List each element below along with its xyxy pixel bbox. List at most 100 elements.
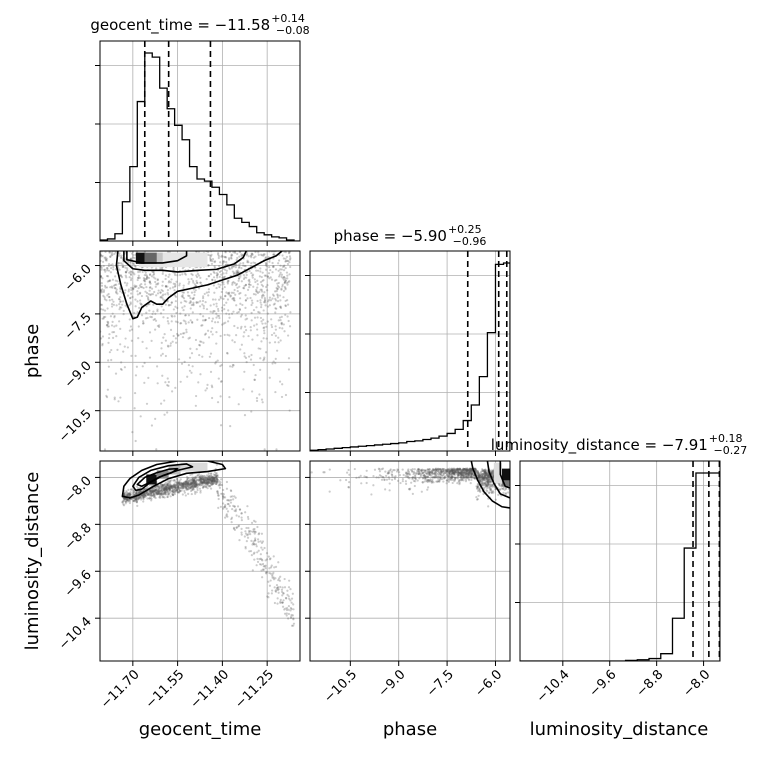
sample-point: [456, 468, 459, 471]
sample-point: [181, 273, 184, 276]
sample-point: [174, 484, 177, 487]
sample-point: [215, 316, 218, 319]
sample-point: [398, 471, 401, 474]
sample-point: [118, 268, 121, 271]
sample-point: [192, 478, 196, 481]
sample-point: [145, 311, 148, 314]
sample-point: [166, 377, 169, 380]
sample-point: [144, 492, 147, 495]
sample-point: [464, 469, 467, 472]
sample-point: [404, 471, 408, 474]
contour-outer: [121, 461, 227, 499]
sample-point: [477, 477, 481, 480]
sample-point: [473, 474, 476, 477]
sample-point: [116, 348, 119, 351]
sample-point: [180, 362, 184, 365]
sample-point: [264, 257, 267, 260]
sample-point: [211, 479, 214, 482]
sample-point: [491, 475, 495, 478]
sample-point: [251, 253, 254, 256]
sample-point: [276, 349, 279, 352]
sample-point: [203, 474, 206, 478]
sample-point: [501, 487, 505, 490]
sample-point: [179, 322, 183, 325]
sample-point: [143, 494, 146, 497]
sample-point: [426, 475, 429, 478]
sample-point: [292, 622, 296, 625]
sample-point: [230, 257, 233, 260]
sample-point: [240, 516, 243, 519]
sample-point: [483, 469, 486, 472]
sample-point: [212, 478, 216, 481]
sample-point: [435, 472, 438, 475]
sample-point: [113, 252, 116, 256]
sample-point: [477, 475, 481, 478]
sample-point: [456, 470, 460, 474]
sample-point: [238, 307, 241, 311]
sample-point: [105, 259, 108, 262]
sample-point: [170, 301, 173, 304]
sample-point: [206, 478, 209, 481]
sample-point: [491, 483, 495, 486]
sample-point: [175, 332, 179, 336]
sample-point: [254, 280, 257, 284]
sample-point: [193, 481, 196, 484]
sample-point: [468, 478, 471, 482]
sample-point: [233, 324, 236, 328]
sample-point: [289, 609, 292, 612]
sample-point: [226, 333, 229, 336]
sample-point: [285, 271, 289, 274]
sample-point: [290, 601, 293, 604]
sample-point: [139, 299, 142, 302]
sample-point: [434, 468, 437, 472]
contour-inner: [136, 467, 179, 488]
sample-point: [152, 303, 155, 306]
sample-point: [268, 260, 271, 263]
sample-point: [181, 295, 184, 299]
sample-point: [263, 299, 267, 302]
sample-point: [176, 490, 179, 494]
sample-point: [234, 510, 237, 513]
sample-point: [211, 317, 214, 320]
sample-point: [469, 470, 473, 473]
sample-point: [265, 265, 268, 268]
sample-point: [220, 290, 223, 294]
sample-point: [476, 486, 480, 489]
sample-point: [112, 300, 115, 303]
sample-point: [155, 283, 158, 286]
sample-point: [174, 487, 177, 490]
sample-point: [175, 487, 178, 490]
sample-point: [210, 479, 213, 482]
sample-point: [481, 469, 484, 473]
sample-point: [244, 511, 247, 514]
sample-point: [385, 474, 388, 477]
sample-point: [262, 309, 265, 312]
sample-point: [452, 472, 456, 476]
sample-point: [245, 276, 248, 279]
sample-point: [101, 344, 104, 347]
sample-point: [137, 274, 140, 277]
sample-point: [100, 284, 104, 287]
sample-point: [483, 470, 486, 473]
sample-point: [283, 612, 287, 615]
sample-point: [149, 282, 152, 285]
sample-point: [381, 467, 385, 470]
sample-point: [152, 488, 155, 492]
sample-point: [448, 471, 451, 474]
sample-point: [212, 476, 215, 479]
sample-point: [460, 472, 463, 475]
sample-point: [487, 483, 490, 486]
sample-point: [199, 313, 202, 316]
sample-point: [422, 471, 425, 474]
sample-point: [460, 472, 463, 475]
sample-point: [144, 487, 147, 491]
sample-point: [225, 513, 228, 516]
sample-point: [175, 488, 178, 491]
sample-point: [434, 476, 437, 479]
sample-point: [276, 282, 279, 285]
sample-point: [201, 481, 204, 484]
sample-point: [214, 321, 217, 324]
sample-point: [153, 489, 157, 492]
sample-point: [133, 284, 136, 287]
sample-point: [394, 475, 397, 478]
